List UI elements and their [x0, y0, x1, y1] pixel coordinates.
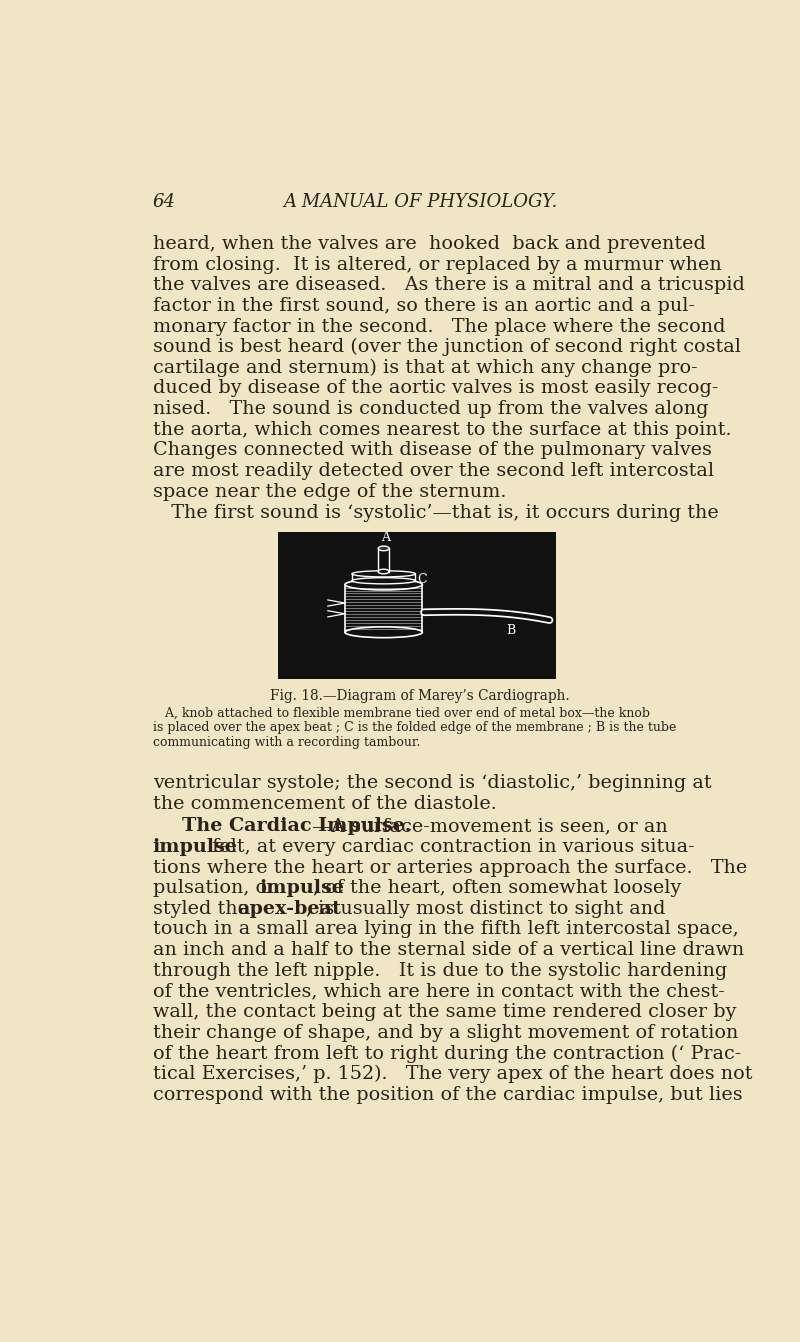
Text: , is usually most distinct to sight and: , is usually most distinct to sight and — [306, 900, 665, 918]
Text: duced by disease of the aortic valves is most easily recog-: duced by disease of the aortic valves is… — [153, 380, 718, 397]
Text: wall, the contact being at the same time rendered closer by: wall, the contact being at the same time… — [153, 1002, 736, 1021]
Text: 64: 64 — [153, 193, 176, 212]
Text: from closing.  It is altered, or replaced by a murmur when: from closing. It is altered, or replaced… — [153, 255, 722, 274]
Text: monary factor in the second.   The place where the second: monary factor in the second. The place w… — [153, 318, 726, 336]
Text: an inch and a half to the sternal side of a vertical line drawn: an inch and a half to the sternal side o… — [153, 941, 744, 960]
Text: A: A — [381, 531, 390, 544]
Text: —A surface-movement is seen, or an: —A surface-movement is seen, or an — [311, 817, 667, 835]
Ellipse shape — [345, 627, 422, 637]
Text: the aorta, which comes nearest to the surface at this point.: the aorta, which comes nearest to the su… — [153, 420, 731, 439]
Text: of the heart from left to right during the contraction (‘ Prac-: of the heart from left to right during t… — [153, 1044, 741, 1063]
Text: sound is best heard (over the junction of second right costal: sound is best heard (over the junction o… — [153, 338, 741, 357]
Text: , of the heart, often somewhat loosely: , of the heart, often somewhat loosely — [314, 879, 682, 898]
Ellipse shape — [378, 569, 389, 574]
Text: ventricular systole; the second is ‘diastolic,’ beginning at: ventricular systole; the second is ‘dias… — [153, 774, 711, 793]
Text: the valves are diseased.   As there is a mitral and a tricuspid: the valves are diseased. As there is a m… — [153, 276, 745, 294]
Text: A, knob attached to flexible membrane tied over end of metal box—the knob: A, knob attached to flexible membrane ti… — [153, 706, 650, 719]
Ellipse shape — [352, 577, 415, 584]
Text: communicating with a recording tambour.: communicating with a recording tambour. — [153, 737, 420, 749]
Text: Changes connected with disease of the pulmonary valves: Changes connected with disease of the pu… — [153, 442, 711, 459]
Text: The first sound is ‘systolic’—that is, it occurs during the: The first sound is ‘systolic’—that is, i… — [153, 505, 718, 522]
Ellipse shape — [345, 580, 422, 590]
Text: A MANUAL OF PHYSIOLOGY.: A MANUAL OF PHYSIOLOGY. — [283, 193, 558, 212]
Ellipse shape — [378, 546, 389, 550]
Text: nised.   The sound is conducted up from the valves along: nised. The sound is conducted up from th… — [153, 400, 708, 419]
Text: correspond with the position of the cardiac impulse, but lies: correspond with the position of the card… — [153, 1086, 742, 1103]
Text: Fig. 18.—Diagram of Marey’s Cardiograph.: Fig. 18.—Diagram of Marey’s Cardiograph. — [270, 688, 570, 703]
Text: B: B — [506, 624, 516, 637]
Text: factor in the first sound, so there is an aortic and a pul-: factor in the first sound, so there is a… — [153, 297, 694, 315]
Text: apex-beat: apex-beat — [237, 900, 341, 918]
Text: is placed over the apex beat ; C is the folded edge of the membrane ; B is the t: is placed over the apex beat ; C is the … — [153, 722, 676, 734]
Text: heard, when the valves are  hooked  back and prevented: heard, when the valves are hooked back a… — [153, 235, 706, 252]
Text: cartilage and sternum) is that at which any change pro-: cartilage and sternum) is that at which … — [153, 358, 698, 377]
Text: impulse: impulse — [260, 879, 345, 898]
Text: styled the: styled the — [153, 900, 255, 918]
Text: tions where the heart or arteries approach the surface.   The: tions where the heart or arteries approa… — [153, 859, 747, 876]
Text: C: C — [417, 573, 426, 585]
Text: felt, at every cardiac contraction in various situa-: felt, at every cardiac contraction in va… — [206, 837, 695, 856]
Text: the commencement of the diastole.: the commencement of the diastole. — [153, 796, 497, 813]
Text: tical Exercises,’ p. 152).   The very apex of the heart does not: tical Exercises,’ p. 152). The very apex… — [153, 1066, 752, 1083]
Text: pulsation, or: pulsation, or — [153, 879, 282, 898]
Text: The Cardiac Impulse.: The Cardiac Impulse. — [182, 817, 411, 835]
Text: impulse: impulse — [153, 837, 238, 856]
Bar — [278, 533, 556, 679]
Text: touch in a small area lying in the fifth left intercostal space,: touch in a small area lying in the fifth… — [153, 921, 738, 938]
Text: through the left nipple.   It is due to the systolic hardening: through the left nipple. It is due to th… — [153, 962, 727, 980]
Ellipse shape — [352, 570, 415, 577]
Text: are most readily detected over the second left intercostal: are most readily detected over the secon… — [153, 462, 714, 480]
Text: of the ventricles, which are here in contact with the chest-: of the ventricles, which are here in con… — [153, 982, 725, 1000]
Text: their change of shape, and by a slight movement of rotation: their change of shape, and by a slight m… — [153, 1024, 738, 1041]
Text: space near the edge of the sternum.: space near the edge of the sternum. — [153, 483, 506, 501]
